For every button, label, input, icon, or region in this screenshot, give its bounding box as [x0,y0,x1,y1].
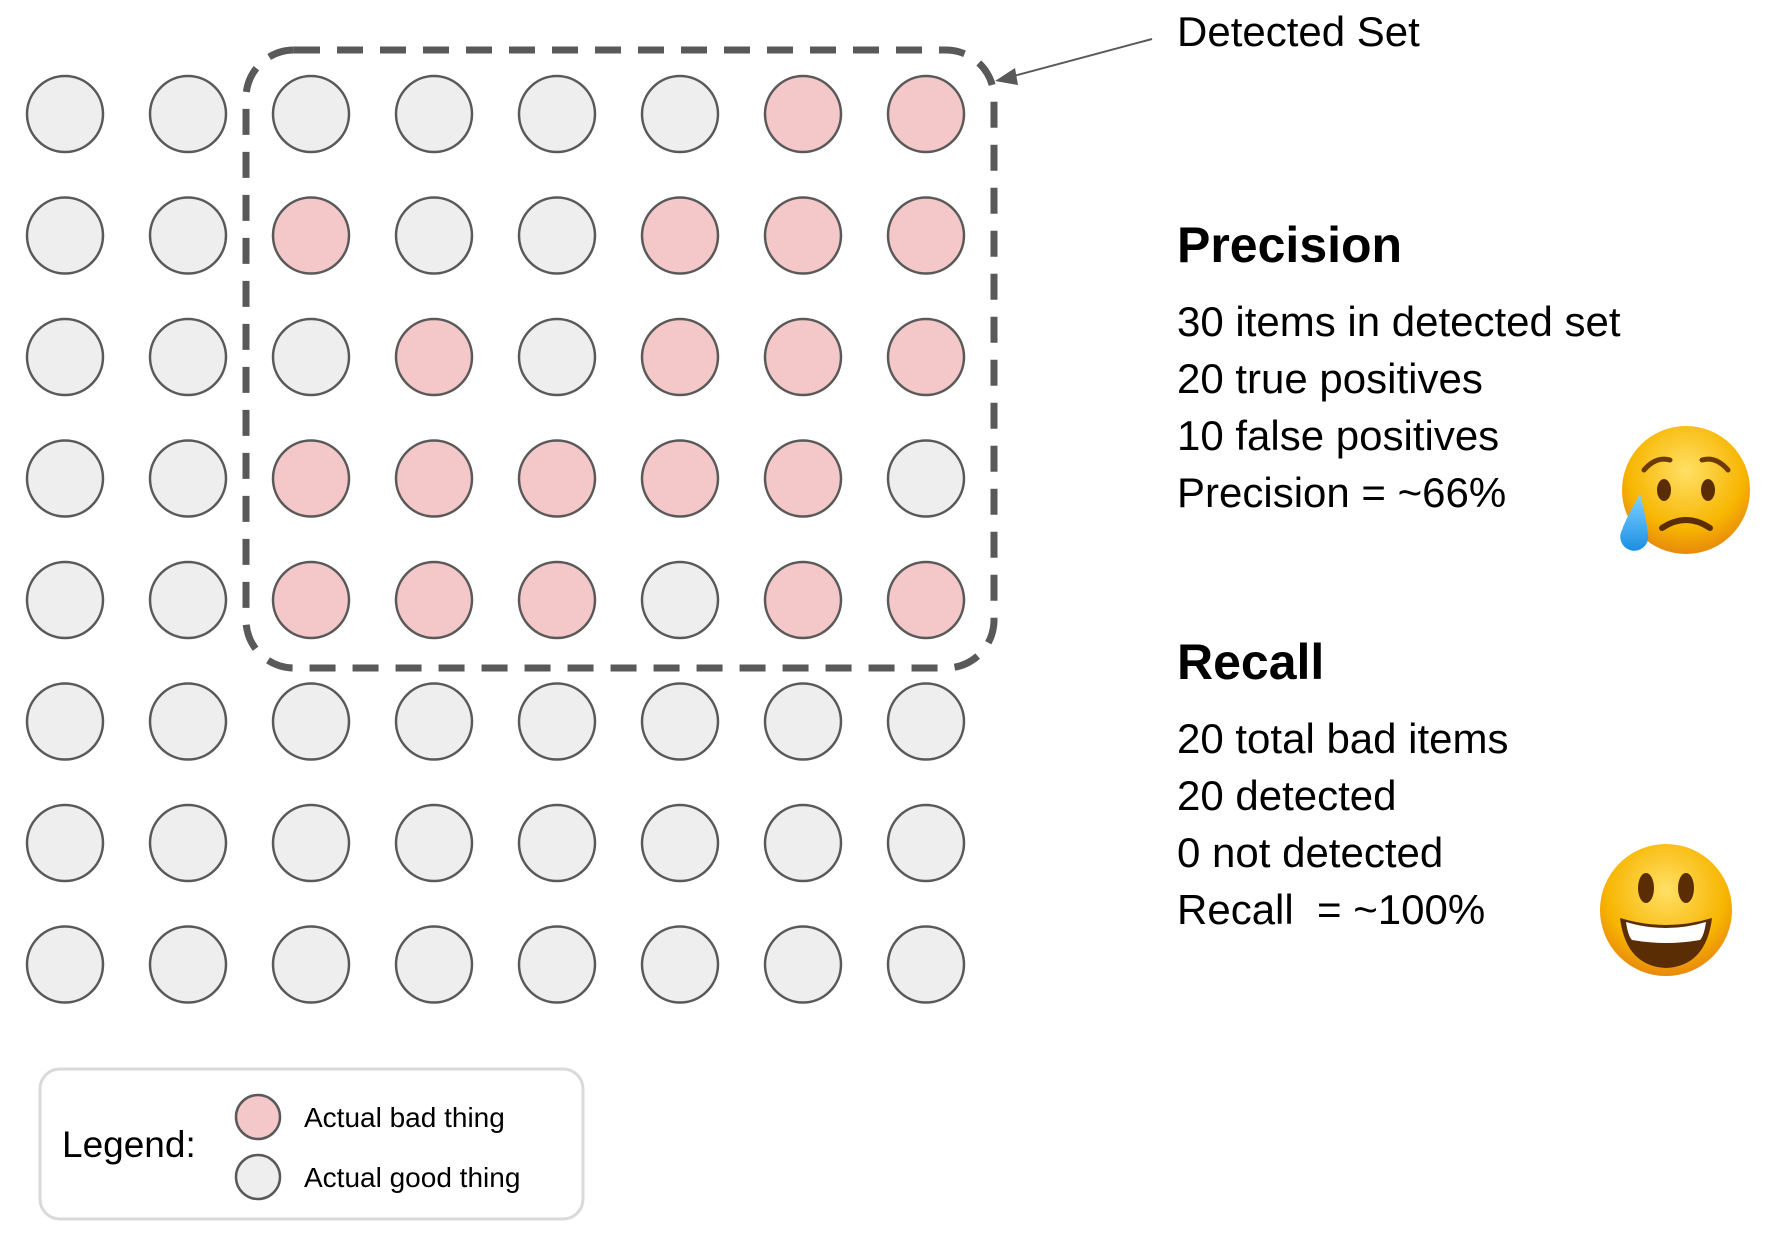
bad-item-circle [640,317,720,397]
precision-title: Precision [1177,217,1402,273]
item-grid [25,74,966,1004]
good-item-circle [640,560,720,640]
legend-title: Legend: [62,1124,196,1165]
good-item-circle [271,317,351,397]
good-item-circle [886,803,966,883]
recall-result: Recall = ~100% [1177,886,1485,933]
bad-item-circle [517,560,597,640]
good-item-circle [271,682,351,761]
good-item-circle [148,74,228,154]
good-item-circle [25,925,105,1004]
good-item-circle [25,682,105,761]
recall-title: Recall [1177,634,1324,690]
good-item-circle [271,925,351,1004]
good-item-circle [763,803,843,883]
precision-result: Precision = ~66% [1177,469,1506,516]
recall-line: 20 total bad items [1177,715,1509,762]
good-item-circle [517,925,597,1004]
good-item-circle [517,196,597,275]
bad-item-circle [394,317,474,397]
bad-item-circle [886,196,966,275]
good-item-circle [148,682,228,761]
detected-set-box [242,46,998,672]
bad-item-circle [394,439,474,518]
precision-line: 10 false positives [1177,412,1499,459]
bad-item-circle [763,439,843,518]
good-item-circle [148,925,228,1004]
legend-bad-label: Actual bad thing [304,1102,505,1133]
good-item-circle [394,682,474,761]
good-item-circle [148,317,228,397]
crying-face-icon [1620,426,1750,554]
bad-item-circle [886,560,966,640]
bad-item-circle [640,196,720,275]
good-item-circle [394,803,474,883]
good-item-circle [640,925,720,1004]
good-item-circle [25,560,105,640]
detected-set-label: Detected Set [1177,8,1420,55]
legend-good-swatch [234,1153,282,1201]
good-item-circle [148,196,228,275]
good-item-circle [763,925,843,1004]
good-item-circle [148,439,228,518]
good-item-circle [394,925,474,1004]
good-item-circle [271,803,351,883]
bad-item-circle [886,74,966,154]
good-item-circle [394,74,474,154]
bad-item-circle [394,560,474,640]
bad-item-circle [763,74,843,154]
bad-item-circle [886,317,966,397]
legend-good-label: Actual good thing [304,1162,520,1193]
good-item-circle [640,74,720,154]
good-item-circle [763,682,843,761]
bad-item-circle [763,560,843,640]
good-item-circle [394,196,474,275]
good-item-circle [271,74,351,154]
bad-item-circle [763,317,843,397]
good-item-circle [517,803,597,883]
bad-item-circle [640,439,720,518]
good-item-circle [517,317,597,397]
legend-box [38,1067,585,1221]
bad-item-circle [271,560,351,640]
recall-line: 20 detected [1177,772,1397,819]
good-item-circle [25,317,105,397]
good-item-circle [25,74,105,154]
good-item-circle [517,74,597,154]
bad-item-circle [763,196,843,275]
precision-line: 20 true positives [1177,355,1483,402]
bad-item-circle [271,439,351,518]
grinning-face-icon [1600,844,1732,976]
detected-set-arrow [995,38,1153,85]
legend-bad-swatch [234,1093,282,1141]
good-item-circle [640,682,720,761]
good-item-circle [148,803,228,883]
good-item-circle [517,682,597,761]
good-item-circle [25,196,105,275]
good-item-circle [886,439,966,518]
good-item-circle [640,803,720,883]
bad-item-circle [517,439,597,518]
good-item-circle [886,682,966,761]
good-item-circle [148,560,228,640]
good-item-circle [25,439,105,518]
bad-item-circle [271,196,351,275]
precision-line: 30 items in detected set [1177,298,1621,345]
good-item-circle [886,925,966,1004]
good-item-circle [25,803,105,883]
recall-line: 0 not detected [1177,829,1443,876]
